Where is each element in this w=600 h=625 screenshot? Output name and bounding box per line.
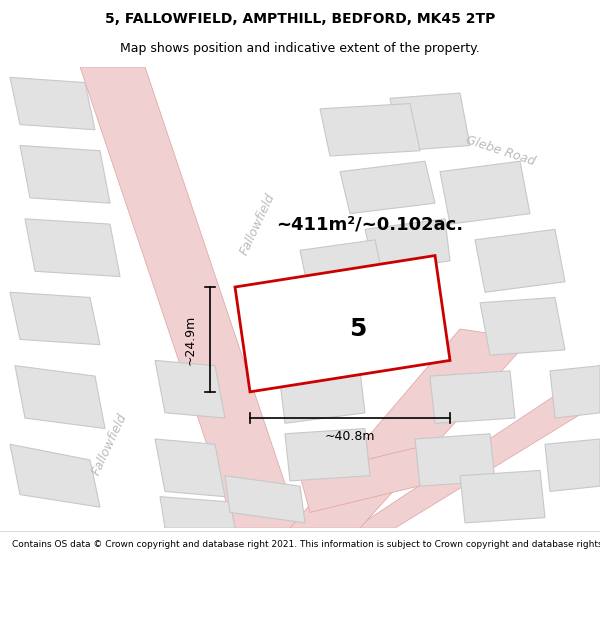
- Polygon shape: [300, 444, 440, 512]
- Text: 5, FALLOWFIELD, AMPTHILL, BEDFORD, MK45 2TP: 5, FALLOWFIELD, AMPTHILL, BEDFORD, MK45 …: [105, 12, 495, 26]
- Polygon shape: [285, 429, 370, 481]
- Polygon shape: [80, 67, 300, 528]
- Text: Fallowfield: Fallowfield: [90, 411, 130, 478]
- Polygon shape: [340, 161, 435, 214]
- Polygon shape: [285, 308, 370, 361]
- Text: 5: 5: [349, 317, 366, 341]
- Polygon shape: [390, 93, 470, 151]
- Polygon shape: [25, 219, 120, 276]
- Polygon shape: [415, 434, 495, 486]
- Text: ~40.8m: ~40.8m: [325, 431, 375, 443]
- Polygon shape: [155, 361, 225, 418]
- Polygon shape: [365, 219, 450, 271]
- Text: Glebe Road: Glebe Road: [464, 133, 536, 168]
- Polygon shape: [225, 476, 305, 523]
- Polygon shape: [480, 298, 565, 355]
- Polygon shape: [10, 292, 100, 344]
- Polygon shape: [460, 471, 545, 523]
- Polygon shape: [320, 104, 420, 156]
- Polygon shape: [300, 240, 385, 298]
- Polygon shape: [440, 161, 530, 224]
- Polygon shape: [430, 371, 515, 423]
- Polygon shape: [155, 439, 225, 497]
- Polygon shape: [20, 146, 110, 203]
- Polygon shape: [475, 229, 565, 292]
- Polygon shape: [10, 78, 95, 130]
- Polygon shape: [545, 439, 600, 491]
- Text: ~24.9m: ~24.9m: [184, 314, 197, 364]
- Polygon shape: [235, 256, 450, 392]
- Polygon shape: [355, 366, 600, 528]
- Text: Fallowfield: Fallowfield: [238, 191, 278, 257]
- Polygon shape: [280, 371, 365, 423]
- Polygon shape: [290, 329, 530, 528]
- Polygon shape: [10, 444, 100, 507]
- Text: Map shows position and indicative extent of the property.: Map shows position and indicative extent…: [120, 42, 480, 54]
- Polygon shape: [160, 497, 235, 528]
- Polygon shape: [550, 366, 600, 418]
- Text: Contains OS data © Crown copyright and database right 2021. This information is : Contains OS data © Crown copyright and d…: [12, 540, 600, 549]
- Polygon shape: [15, 366, 105, 429]
- Text: ~411m²/~0.102ac.: ~411m²/~0.102ac.: [277, 215, 464, 233]
